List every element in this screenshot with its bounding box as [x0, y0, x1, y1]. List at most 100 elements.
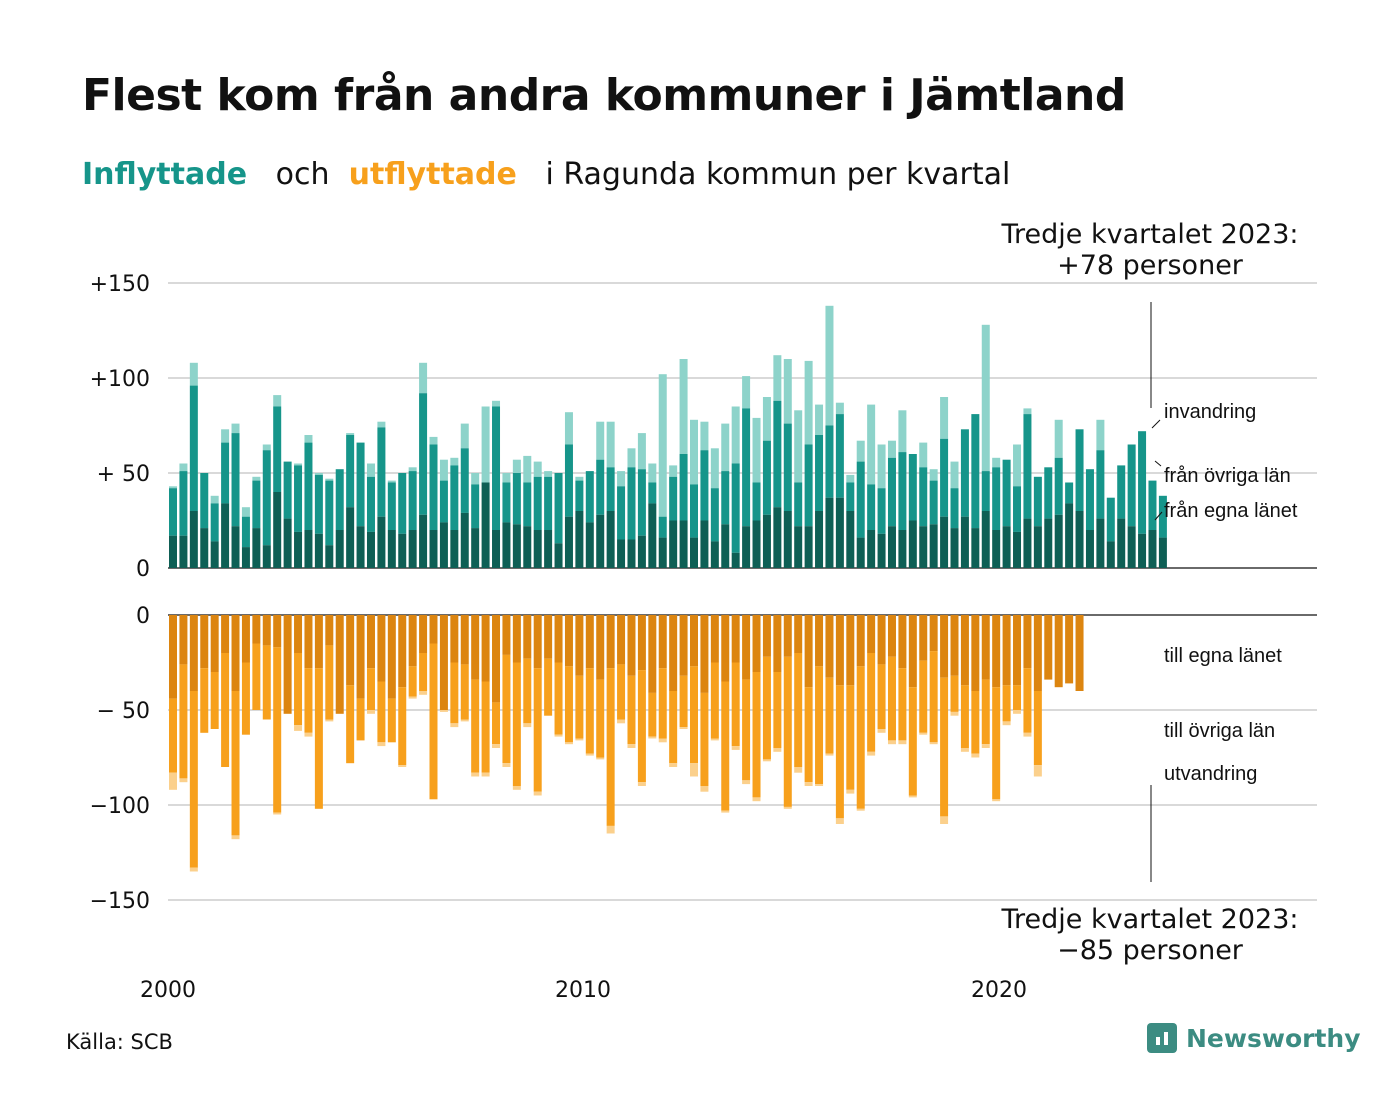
bar-inflow-other-county: [502, 482, 511, 523]
bar-outflow-own-county: [231, 615, 240, 691]
bar-inflow-immigration: [523, 455, 532, 483]
bar-outflow-own-county: [481, 615, 490, 682]
subtitle-outflow-word: utflyttade: [348, 157, 517, 192]
bar-outflow-own-county: [200, 615, 209, 669]
bar-outflow-other-county: [1023, 668, 1032, 733]
bar-outflow-own-county: [377, 615, 386, 682]
bar-inflow-own-county: [669, 520, 678, 568]
bar-outflow-own-county: [471, 615, 480, 680]
bar-inflow-own-county: [606, 511, 615, 568]
bar-outflow-emigration: [512, 786, 521, 790]
bar-outflow-other-county: [408, 666, 417, 697]
bar-outflow-emigration: [846, 789, 855, 794]
bar-outflow-own-county: [617, 615, 626, 665]
bar-inflow-own-county: [325, 545, 334, 568]
bar-outflow-own-county: [752, 615, 761, 672]
bar-inflow-other-county: [1033, 476, 1042, 527]
bar-inflow-other-county: [835, 414, 844, 498]
bar-inflow-own-county: [231, 526, 240, 568]
bar-outflow-own-county: [1013, 615, 1022, 686]
chart-subtitle: Inflyttade och utflyttade i Ragunda komm…: [82, 157, 1010, 192]
bar-outflow-emigration: [533, 791, 542, 796]
bar-outflow-own-county: [992, 615, 1001, 688]
bar-outflow-emigration: [721, 810, 730, 813]
bar-inflow-other-county: [533, 476, 542, 530]
bar-inflow-own-county: [794, 526, 803, 568]
annotations: invandring från övriga län från egna länet…: [1001, 219, 1299, 966]
bar-outflow-own-county: [742, 615, 751, 680]
bar-outflow-own-county: [690, 615, 698, 667]
bar-inflow-own-county: [929, 524, 938, 568]
bar-outflow-emigration: [752, 797, 761, 802]
bar-inflow-other-county: [585, 471, 594, 523]
bar-outflow-emigration: [908, 795, 917, 798]
bar-outflow-own-county: [575, 615, 584, 676]
x-tick-label: 2000: [140, 978, 196, 1003]
bar-inflow-other-county: [825, 425, 834, 498]
bar-outflow-own-county: [710, 615, 719, 663]
bar-outflow-emigration: [950, 711, 959, 716]
bar-outflow-emigration: [398, 765, 407, 767]
bar-outflow-other-county: [929, 651, 938, 743]
bar-inflow-immigration: [460, 423, 469, 449]
bar-inflow-other-county: [512, 473, 521, 525]
bar-outflow-own-county: [762, 615, 771, 657]
bar-outflow-emigration: [898, 740, 907, 745]
bar-outflow-emigration: [815, 784, 824, 786]
bar-inflow-immigration: [1054, 419, 1063, 458]
bar-inflow-immigration: [898, 410, 907, 453]
bar-outflow-other-county: [262, 645, 271, 720]
bar-inflow-own-county: [189, 511, 198, 568]
bar-outflow-own-county: [283, 615, 292, 714]
bar-inflow-immigration: [700, 421, 709, 451]
bar-outflow-other-county: [898, 668, 907, 741]
bar-outflow-emigration: [658, 738, 667, 743]
bar-inflow-own-county: [908, 520, 917, 568]
bar-inflow-own-county: [387, 530, 396, 568]
bar-inflow-own-county: [481, 482, 490, 568]
bar-inflow-immigration: [658, 374, 667, 517]
bar-outflow-emigration: [825, 753, 834, 756]
bar-outflow-own-county: [387, 615, 396, 699]
bar-outflow-own-county: [971, 615, 980, 691]
bar-outflow-own-county: [679, 615, 688, 676]
bar-outflow-own-county: [669, 615, 678, 691]
bar-outflow-own-county: [950, 615, 959, 676]
bar-outflow-own-county: [721, 615, 730, 682]
bar-outflow-emigration: [710, 738, 719, 741]
bar-inflow-own-county: [283, 518, 292, 568]
bar-outflow-own-county: [419, 615, 428, 653]
bar-outflow-own-county: [815, 615, 824, 667]
bar-outflow-own-county: [794, 615, 803, 653]
axes: +150 +100 + 50 0 0 − 50 −100 −150 2000 2010 2020: [90, 272, 1027, 1003]
bar-outflow-other-county: [617, 664, 626, 720]
subtitle-inflow-word: Inflyttade: [82, 157, 248, 192]
bar-outflow-own-county: [1033, 615, 1042, 691]
y-tick-label-top: + 50: [97, 462, 150, 487]
bar-inflow-other-county: [752, 482, 761, 521]
y-tick-label-top: 0: [136, 557, 150, 582]
label-till-ovriga-lan: till övriga län: [1164, 720, 1275, 742]
bar-outflow-own-county: [908, 615, 917, 688]
bar-inflow-other-county: [1138, 431, 1147, 534]
bar-outflow-other-county: [533, 668, 542, 792]
bar-outflow-own-county: [960, 615, 969, 686]
bar-inflow-immigration: [366, 463, 375, 477]
bar-outflow-own-county: [325, 615, 334, 646]
bar-inflow-own-county: [304, 530, 313, 568]
bar-inflow-immigration: [408, 467, 417, 472]
bar-inflow-immigration: [825, 305, 834, 426]
label-invandring: invandring: [1164, 401, 1256, 423]
label-leader-ovriga: [1154, 460, 1162, 467]
bar-inflow-own-county: [377, 516, 386, 568]
bar-outflow-own-county: [637, 615, 646, 671]
bar-outflow-own-county: [731, 615, 740, 663]
bar-outflow-emigration: [877, 729, 886, 733]
bar-outflow-other-county: [252, 643, 261, 710]
bar-outflow-emigration: [887, 740, 896, 745]
bar-inflow-immigration: [710, 448, 719, 489]
bar-outflow-own-county: [366, 615, 375, 669]
chart-title: Flest kom från andra kommuner i Jämtland: [82, 70, 1126, 121]
bar-inflow-other-county: [252, 480, 261, 529]
bar-outflow-other-county: [877, 664, 886, 729]
